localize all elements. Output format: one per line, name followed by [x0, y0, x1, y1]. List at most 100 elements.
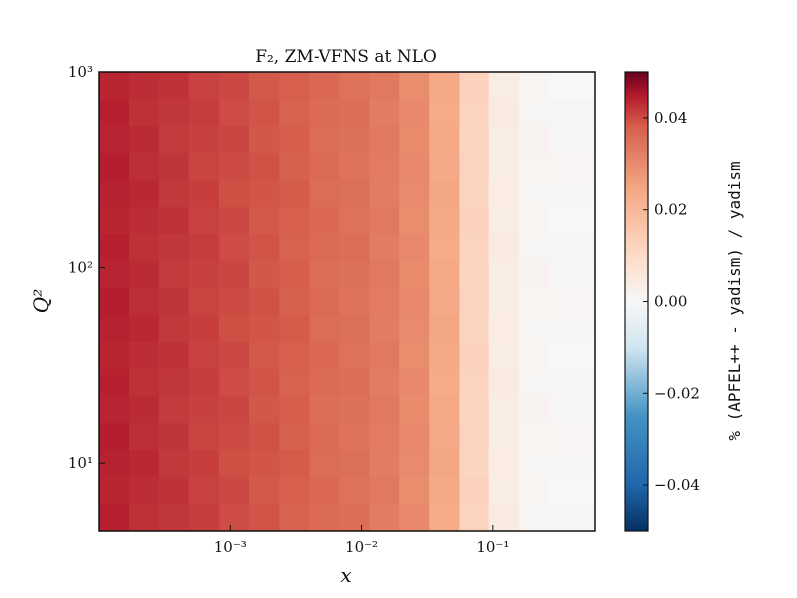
heatmap-cell	[309, 288, 340, 316]
heatmap-cell	[369, 99, 400, 127]
heatmap-cell	[549, 99, 596, 127]
heatmap-cell	[399, 450, 430, 478]
heatmap-cell	[549, 126, 596, 154]
heatmap-cell	[309, 261, 340, 289]
heatmap-cell	[488, 72, 520, 100]
heatmap-cell	[488, 423, 520, 451]
heatmap-cell	[369, 315, 400, 343]
colorbar-label: % (APFEL++ - yadism) / yadism	[725, 161, 744, 440]
x-axis-ticks: 10⁻³ 10⁻² 10⁻¹	[214, 525, 509, 556]
heatmap-cell	[158, 423, 190, 451]
heatmap-cell	[399, 180, 430, 208]
heatmap-cell	[99, 288, 130, 316]
heatmap-cell	[309, 450, 340, 478]
heatmap-cell	[128, 126, 160, 154]
heatmap-cell	[339, 396, 370, 424]
heatmap-cell	[339, 450, 370, 478]
heatmap-cell	[549, 450, 596, 478]
heatmap-cell	[519, 99, 551, 127]
heatmap-cell	[369, 477, 400, 505]
heatmap-cell	[99, 504, 130, 532]
heatmap-cell	[248, 477, 280, 505]
heatmap-cell	[219, 180, 250, 208]
heatmap-cell	[369, 423, 400, 451]
heatmap-cell	[158, 99, 190, 127]
heatmap-cell	[99, 396, 130, 424]
heatmap-cell	[549, 504, 596, 532]
heatmap-cell	[369, 126, 400, 154]
heatmap-cell	[429, 261, 460, 289]
heatmap-cell	[219, 261, 250, 289]
heatmap-cells	[99, 72, 596, 532]
heatmap-cell	[128, 234, 160, 262]
heatmap-cell	[309, 207, 340, 235]
heatmap-cell	[488, 342, 520, 370]
heatmap-cell	[248, 207, 280, 235]
heatmap-cell	[519, 369, 551, 397]
colorbar-tick-label: 0.04	[654, 109, 687, 127]
heatmap-cell	[549, 477, 596, 505]
heatmap-cell	[429, 153, 460, 181]
heatmap-cell	[248, 288, 280, 316]
heatmap-cell	[99, 423, 130, 451]
heatmap-cell	[248, 153, 280, 181]
heatmap-cell	[549, 423, 596, 451]
heatmap-cell	[399, 234, 430, 262]
heatmap-cell	[219, 288, 250, 316]
heatmap-cell	[549, 207, 596, 235]
heatmap-cell	[279, 261, 311, 289]
heatmap-cell	[369, 288, 400, 316]
heatmap-cell	[459, 288, 490, 316]
heatmap-cell	[248, 234, 280, 262]
heatmap-cell	[128, 423, 160, 451]
heatmap-cell	[429, 207, 460, 235]
heatmap-cell	[279, 369, 311, 397]
heatmap-cell	[549, 180, 596, 208]
heatmap-cell	[339, 477, 370, 505]
heatmap-cell	[459, 261, 490, 289]
colorbar-tick-label: 0.00	[654, 293, 687, 311]
heatmap-cell	[399, 99, 430, 127]
heatmap-cell	[549, 234, 596, 262]
heatmap-cell	[279, 342, 311, 370]
heatmap-cell	[309, 477, 340, 505]
heatmap-cell	[459, 477, 490, 505]
heatmap-cell	[248, 423, 280, 451]
heatmap-cell	[158, 261, 190, 289]
heatmap-cell	[188, 180, 220, 208]
heatmap-cell	[519, 234, 551, 262]
heatmap-cell	[459, 153, 490, 181]
heatmap-cell	[158, 450, 190, 478]
heatmap-cell	[158, 342, 190, 370]
heatmap-cell	[399, 207, 430, 235]
heatmap-cell	[219, 99, 250, 127]
heatmap-cell	[279, 153, 311, 181]
heatmap-cell	[519, 261, 551, 289]
heatmap-cell	[488, 450, 520, 478]
heatmap-cell	[429, 99, 460, 127]
heatmap-cell	[369, 261, 400, 289]
heatmap-cell	[188, 153, 220, 181]
heatmap-cell	[279, 207, 311, 235]
colorbar-ticks: −0.04 −0.02 0.00 0.02 0.04	[643, 109, 700, 494]
heatmap-cell	[459, 450, 490, 478]
heatmap-cell	[158, 126, 190, 154]
heatmap-cell	[519, 315, 551, 343]
heatmap-cell	[459, 396, 490, 424]
heatmap-cell	[99, 99, 130, 127]
heatmap-cell	[248, 126, 280, 154]
heatmap-cell	[309, 72, 340, 100]
heatmap-cell	[219, 153, 250, 181]
heatmap-cell	[188, 72, 220, 100]
heatmap-cell	[549, 261, 596, 289]
heatmap-cell	[248, 396, 280, 424]
heatmap-cell	[488, 126, 520, 154]
heatmap-cell	[309, 234, 340, 262]
colorbar-tick-label: −0.04	[654, 476, 700, 494]
heatmap-cell	[488, 288, 520, 316]
heatmap-cell	[459, 207, 490, 235]
heatmap-cell	[429, 342, 460, 370]
heatmap-cell	[369, 234, 400, 262]
heatmap-cell	[128, 396, 160, 424]
